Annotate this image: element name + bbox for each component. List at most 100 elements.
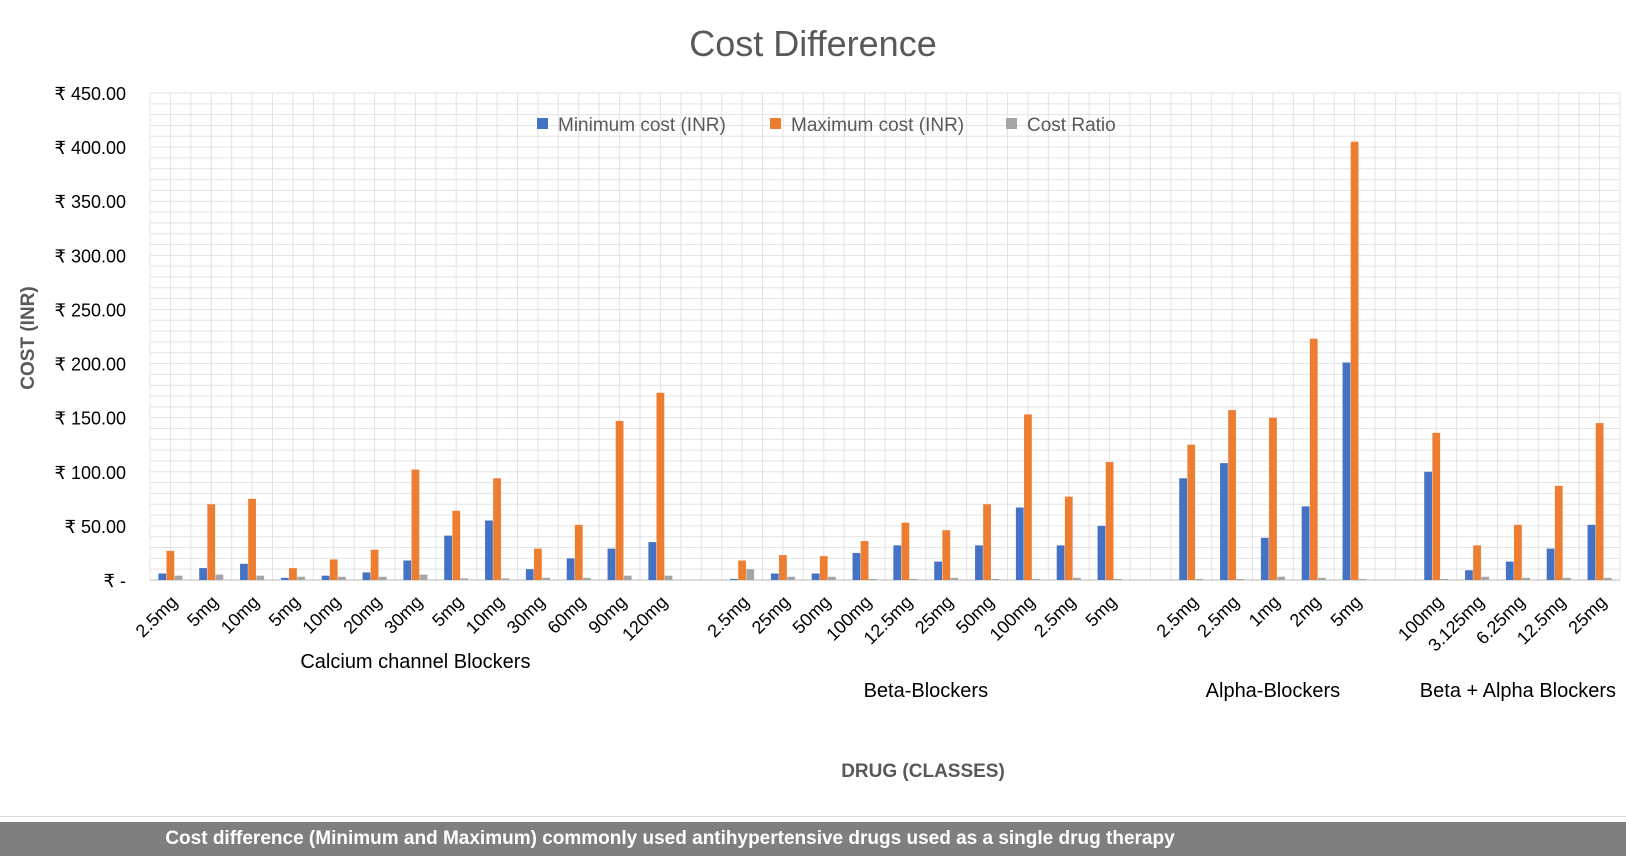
bar (215, 574, 224, 580)
bar (615, 420, 624, 580)
bar (1301, 506, 1310, 580)
bar (1603, 577, 1612, 580)
bar (419, 574, 428, 580)
group-label: Calcium channel Blockers (300, 651, 530, 673)
x-tick-label: 1mg (1245, 592, 1284, 631)
x-tick-label: 5mg (1327, 592, 1366, 631)
bar (1105, 462, 1114, 580)
x-tick-label: 25mg (748, 592, 794, 638)
legend-swatch (537, 118, 548, 129)
x-tick-label: 25mg (1564, 592, 1610, 638)
x-tick-label: 2.5mg (1030, 592, 1080, 642)
bar (664, 575, 673, 580)
x-tick-label: 60mg (544, 592, 590, 638)
bar (909, 578, 918, 580)
bar (779, 555, 787, 580)
legend-swatch (770, 118, 781, 129)
bar (1546, 548, 1555, 580)
plot-grid (149, 92, 1621, 581)
bar (240, 563, 248, 580)
x-tick-label: 30mg (380, 592, 426, 638)
bar (730, 578, 738, 580)
bar (199, 568, 207, 580)
y-tick-label: ₹ 400.00 (54, 138, 126, 158)
bar (248, 498, 256, 580)
y-tick-label: ₹ 350.00 (54, 192, 126, 212)
bar (819, 556, 828, 580)
bar (1220, 463, 1228, 580)
bar (583, 577, 591, 580)
bar (1228, 410, 1236, 580)
x-tick-label: 2.5mg (703, 592, 753, 642)
bar (942, 530, 951, 580)
bar (975, 545, 983, 580)
bars (158, 141, 1612, 580)
x-tick-label: 5mg (183, 592, 222, 631)
bar (158, 573, 167, 580)
bar (607, 548, 616, 580)
bar (1269, 417, 1277, 580)
bar (1342, 362, 1351, 580)
group-label: Beta + Alpha Blockers (1420, 680, 1616, 702)
bar (1440, 578, 1449, 580)
bar (452, 510, 461, 580)
bar (329, 559, 338, 580)
bar (1318, 577, 1326, 580)
legend-label: Cost Ratio (1027, 115, 1116, 136)
bar (1113, 578, 1122, 580)
y-tick-label: ₹ - (104, 571, 126, 591)
legend-swatch (1006, 118, 1017, 129)
bar (166, 550, 175, 580)
bar (338, 576, 346, 580)
group-label: Beta-Blockers (864, 680, 989, 702)
bar (411, 469, 420, 580)
x-tick-label: 120mg (618, 592, 671, 645)
chart: Cost Difference ₹ - ₹ 50.00 ₹ 100.00 ₹ 150.… (18, 23, 1621, 782)
bar (828, 576, 836, 580)
bar (1563, 577, 1571, 580)
x-tick-label: 2.5mg (1153, 592, 1203, 642)
bar (485, 520, 493, 580)
legend: Minimum cost (INR) Maximum cost (INR) Cost… (537, 115, 1116, 136)
group-labels: Calcium channel Blockers Beta-Blockers Alp… (300, 651, 1616, 702)
x-tick-label: 5mg (428, 592, 467, 631)
x-tick-label: 30mg (503, 592, 549, 638)
caption-bar (0, 822, 1626, 856)
x-axis-label: DRUG (CLASSES) (841, 761, 1005, 782)
bar (1309, 338, 1318, 580)
bar (1424, 471, 1432, 580)
bar (501, 578, 510, 580)
bar (1064, 496, 1073, 580)
bar (280, 577, 289, 580)
bar (493, 478, 501, 580)
bar (770, 573, 779, 580)
bar (860, 541, 869, 580)
bar (934, 561, 942, 580)
y-axis-ticks: ₹ - ₹ 50.00 ₹ 100.00 ₹ 150.00 ₹ 200.00 ₹ 250.… (54, 84, 126, 591)
bar (991, 578, 1000, 580)
bar (362, 572, 371, 580)
bar (574, 524, 583, 580)
bar (1032, 578, 1040, 580)
bar (1277, 576, 1285, 580)
bar (648, 542, 657, 580)
bar (1358, 578, 1367, 580)
y-tick-label: ₹ 450.00 (54, 84, 126, 104)
y-tick-label: ₹ 200.00 (54, 355, 126, 375)
bar (378, 576, 387, 580)
bar (174, 575, 183, 580)
bar (1179, 478, 1187, 580)
group-label: Alpha-Blockers (1206, 680, 1341, 702)
bar (811, 573, 820, 580)
bar (403, 560, 412, 580)
chart-title: Cost Difference (689, 23, 936, 64)
bar (1514, 524, 1522, 580)
bar (1595, 423, 1604, 580)
bar (1554, 485, 1563, 580)
bar (370, 549, 379, 580)
bar (1024, 414, 1032, 580)
bar (1236, 578, 1245, 580)
x-tick-label: 2mg (1286, 592, 1325, 631)
y-tick-label: ₹ 50.00 (65, 517, 127, 537)
